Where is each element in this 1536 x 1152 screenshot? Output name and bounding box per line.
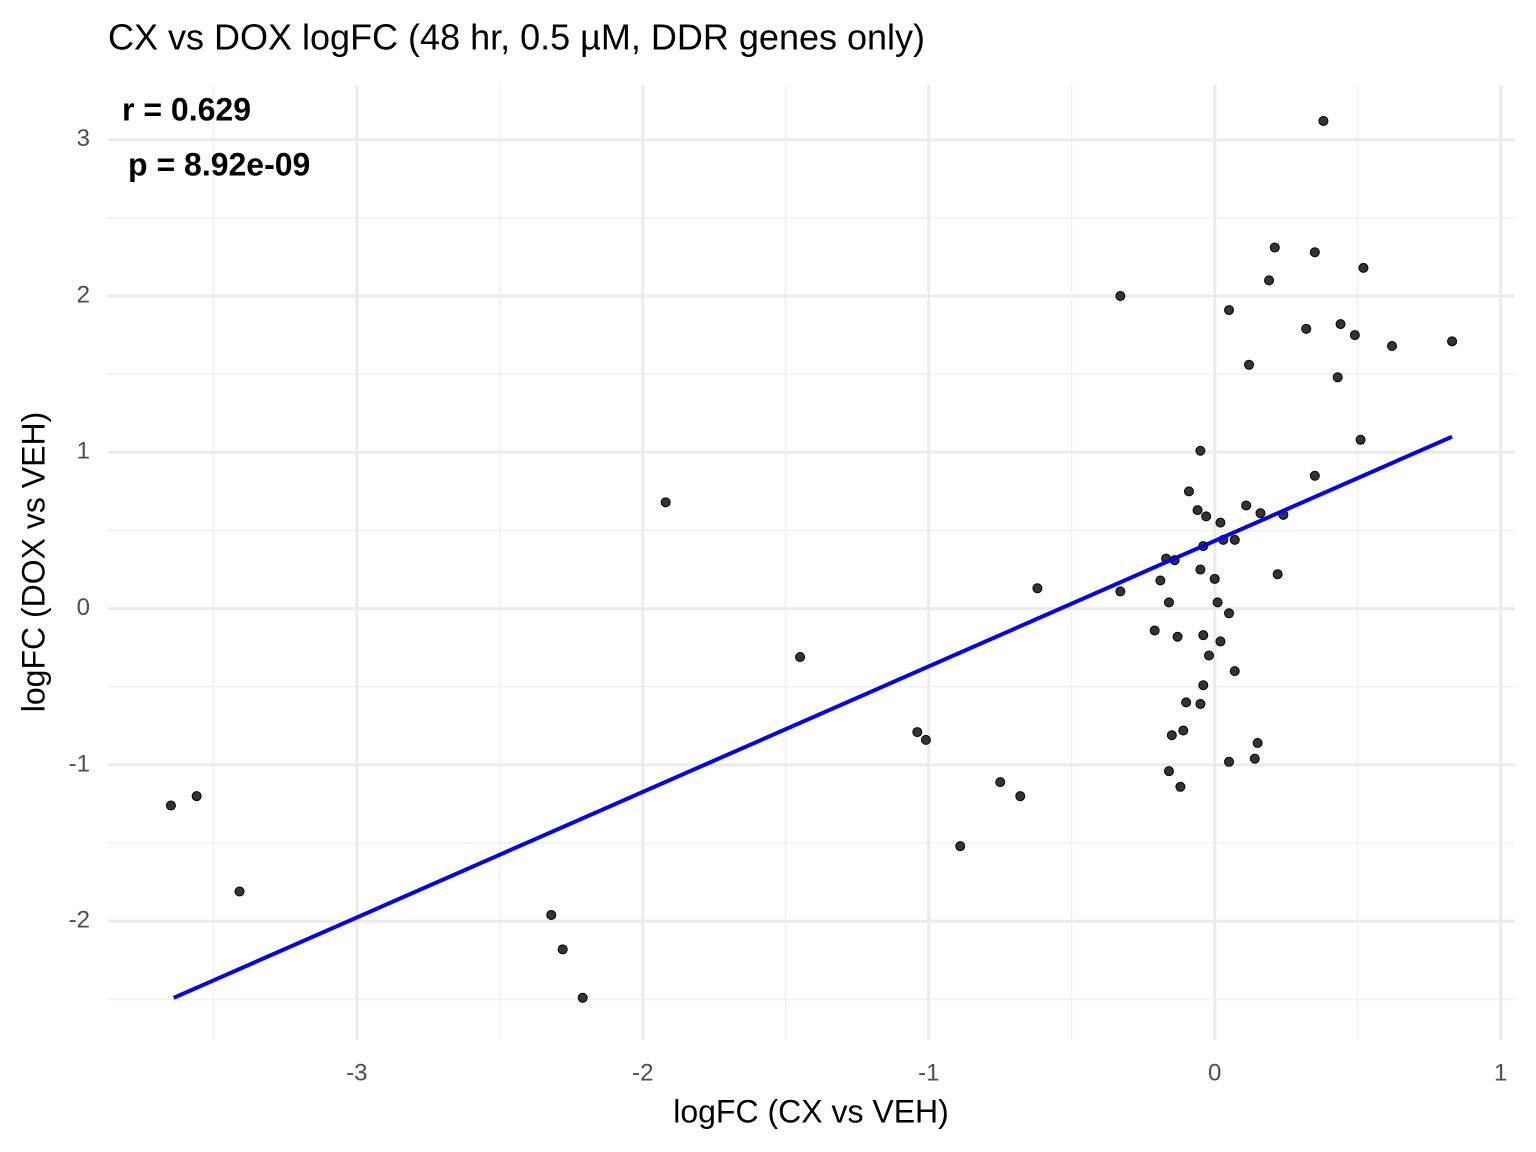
point: [1015, 791, 1026, 802]
x-tick-label: -2: [632, 1059, 653, 1086]
point: [1244, 359, 1255, 370]
y-tick-label: 2: [77, 281, 90, 308]
point: [1272, 569, 1283, 580]
y-tick-label: 1: [77, 438, 90, 465]
point: [912, 727, 923, 738]
trend-line: [172, 434, 1453, 1000]
point: [165, 800, 176, 811]
x-tick-label: 0: [1208, 1059, 1221, 1086]
point: [1212, 597, 1223, 608]
x-tick-label: -1: [918, 1059, 939, 1086]
point: [1115, 291, 1126, 302]
point: [1252, 738, 1263, 749]
point: [1224, 608, 1235, 619]
point: [1115, 586, 1126, 597]
point: [1201, 511, 1212, 522]
point: [1309, 470, 1320, 481]
chart-title: CX vs DOX logFC (48 hr, 0.5 µM, DDR gene…: [108, 17, 925, 58]
point: [557, 944, 568, 955]
y-tick-label: 3: [77, 125, 90, 152]
point: [1204, 650, 1215, 661]
point: [1358, 262, 1369, 273]
point: [1241, 500, 1252, 511]
point: [191, 791, 202, 802]
point: [1355, 434, 1366, 445]
annotation: p = 8.92e-09: [128, 146, 310, 182]
point: [546, 909, 557, 920]
point: [1163, 597, 1174, 608]
point: [1192, 505, 1203, 516]
point: [1229, 666, 1240, 677]
y-axis-label: logFC (DOX vs VEH): [15, 412, 51, 712]
point: [1195, 445, 1206, 456]
point: [1229, 534, 1240, 545]
y-tick-label: -1: [69, 750, 90, 777]
x-tick-label: -3: [346, 1059, 367, 1086]
point: [1195, 698, 1206, 709]
point: [1301, 323, 1312, 334]
point: [1032, 583, 1043, 594]
point: [1178, 725, 1189, 736]
point: [1166, 730, 1177, 741]
x-tick-label: 1: [1494, 1059, 1507, 1086]
point: [1335, 319, 1346, 330]
point: [1183, 486, 1194, 497]
point: [920, 734, 931, 745]
y-tick-label: 0: [77, 594, 90, 621]
point: [1269, 242, 1280, 253]
y-tick-label: -2: [69, 907, 90, 934]
point: [1209, 573, 1220, 584]
point: [1447, 336, 1458, 347]
point: [660, 497, 671, 508]
point: [1224, 305, 1235, 316]
point: [1309, 247, 1320, 258]
point: [1387, 341, 1398, 352]
point: [1198, 680, 1209, 691]
x-axis-label: logFC (CX vs VEH): [673, 1093, 949, 1129]
point: [955, 841, 966, 852]
point: [1215, 517, 1226, 528]
point: [1172, 631, 1183, 642]
point: [1318, 115, 1329, 126]
point: [577, 992, 588, 1003]
point: [1155, 575, 1166, 586]
point: [795, 652, 806, 663]
point: [1195, 564, 1206, 575]
point: [1175, 781, 1186, 792]
point: [1215, 636, 1226, 647]
point: [1149, 625, 1160, 636]
point: [1264, 275, 1275, 286]
point: [1249, 753, 1260, 764]
annotation: r = 0.629: [122, 91, 251, 127]
point: [1349, 330, 1360, 341]
point: [995, 777, 1006, 788]
point: [1255, 508, 1266, 519]
point: [1163, 766, 1174, 777]
point: [234, 886, 245, 897]
point: [1181, 697, 1192, 708]
point: [1332, 372, 1343, 383]
point: [1198, 630, 1209, 641]
point: [1224, 756, 1235, 767]
